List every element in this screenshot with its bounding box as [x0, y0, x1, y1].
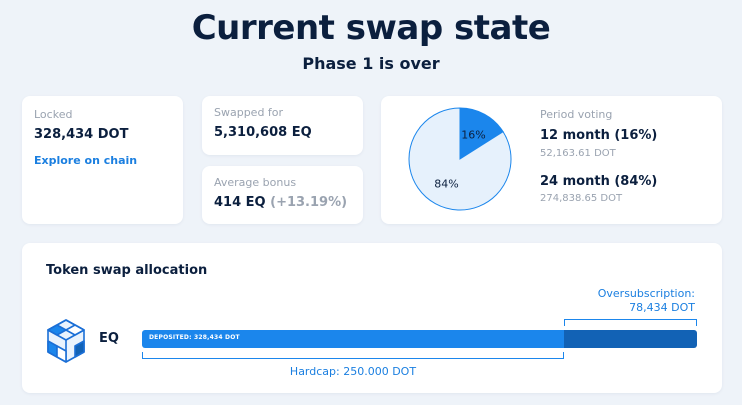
- allocation-title: Token swap allocation: [46, 263, 208, 278]
- oversubscription-label: Oversubscription:: [597, 287, 695, 300]
- oversubscription-value: 78,434 DOT: [629, 301, 695, 314]
- swapped-value: 5,310,608 EQ: [214, 125, 312, 140]
- token-allocation-card: Token swap allocation EQ Oversubscriptio…: [22, 243, 722, 393]
- deposited-label: DEPOSITED: 328,434 DOT: [149, 334, 240, 341]
- bonus-card: Average bonus 414 EQ (+13.19%): [202, 166, 363, 224]
- option-24-month-amount: 274,838.65 DOT: [540, 193, 623, 204]
- swapped-card: Swapped for 5,310,608 EQ: [202, 96, 363, 155]
- period-voting-card: 16% 84% Period voting 12 month (16%) 52,1…: [381, 96, 722, 224]
- hardcap-bracket: [142, 352, 564, 359]
- bonus-label: Average bonus: [214, 176, 297, 189]
- page-title: Current swap state: [191, 8, 551, 48]
- hardcap-label: Hardcap: 250.000 DOT: [289, 365, 417, 378]
- bonus-value: 414 EQ: [214, 195, 266, 210]
- option-12-month-title: 12 month (16%): [540, 128, 658, 143]
- page-subtitle: Phase 1 is over: [302, 54, 440, 73]
- pie-slice-1: [408, 107, 512, 211]
- period-voting-label: Period voting: [540, 108, 613, 121]
- deposited-bar: DEPOSITED: 328,434 DOT: [142, 330, 564, 348]
- explore-on-chain-link[interactable]: Explore on chain: [34, 154, 138, 167]
- swapped-label: Swapped for: [214, 106, 284, 119]
- locked-value: 328,434 DOT: [34, 127, 129, 142]
- pie-slice-0: [459, 107, 504, 160]
- locked-card: Locked 328,434 DOT Explore on chain: [22, 96, 183, 224]
- token-name: EQ: [99, 331, 119, 346]
- oversubscription-bar: [564, 330, 697, 348]
- option-12-month-amount: 52,163.61 DOT: [540, 148, 616, 159]
- eq-token-icon: [47, 319, 85, 363]
- option-24-month-title: 24 month (84%): [540, 174, 658, 189]
- pie-label-0: 16%: [461, 128, 485, 141]
- pie-label-1: 84%: [434, 178, 458, 191]
- bonus-value-row: 414 EQ (+13.19%): [214, 195, 347, 210]
- locked-label: Locked: [34, 108, 73, 121]
- oversubscription-bracket: [564, 319, 697, 326]
- voting-pie-chart: 16% 84%: [408, 107, 512, 211]
- bonus-percent: (+13.19%): [270, 195, 348, 210]
- allocation-bar: DEPOSITED: 328,434 DOT: [142, 319, 697, 359]
